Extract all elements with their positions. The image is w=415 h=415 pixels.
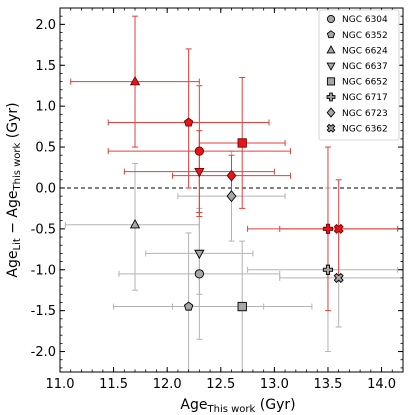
this-work-marker-ngc-6637 (194, 249, 205, 260)
this-work-point-ngc-6717 (247, 187, 399, 353)
legend-label: NGC 6717 (342, 93, 388, 103)
legend-marker (326, 77, 336, 86)
legend-label: NGC 6723 (342, 109, 388, 119)
x-tick-label: 12.0 (153, 377, 182, 392)
y-tick-label: 0.0 (35, 181, 56, 196)
legend-marker (326, 14, 336, 24)
legend-marker (326, 107, 336, 118)
legend-item: NGC 6723 (326, 107, 388, 119)
legend-item: NGC 6362 (326, 123, 388, 134)
y-tick-label: 1.0 (35, 100, 56, 115)
literature-marker-ngc-6637 (194, 167, 205, 178)
legend-label: NGC 6624 (342, 46, 388, 56)
legend-label: NGC 6637 (342, 62, 388, 72)
literature-marker-ngc-6352 (183, 117, 194, 127)
this-work-marker-ngc-6723 (226, 190, 237, 203)
x-axis-label: AgeThis work (Gyr) (180, 397, 295, 415)
legend-item: NGC 6717 (326, 92, 388, 103)
this-work-marker-ngc-6304 (194, 269, 204, 279)
y-tick-label: -1.5 (31, 304, 56, 319)
literature-marker-ngc-6652 (237, 138, 247, 148)
markers (129, 75, 344, 312)
y-tick-label: 1.5 (35, 59, 56, 74)
x-tick-label: 11.5 (99, 377, 128, 392)
legend-label: NGC 6362 (342, 124, 388, 134)
y-axis-label: AgeLit − AgeThis work (Gyr) (5, 102, 23, 277)
this-work-marker-ngc-6624 (129, 219, 141, 229)
literature-marker-ngc-6624 (129, 75, 141, 86)
ticks: 11.0 11.5 12.0 12.5 13.0 13.5 14.0 -2.0 -1.5 -1.0… (31, 7, 404, 392)
this-work-marker-ngc-6352 (183, 301, 194, 311)
legend-item: NGC 6352 (326, 30, 388, 41)
legend-marker (326, 62, 336, 71)
legend-marker (326, 30, 336, 39)
x-tick-label: 13.0 (260, 377, 289, 392)
legend: NGC 6304 NGC 6352 NGC 6624 NGC 6637 NGC 6652… (318, 9, 400, 141)
x-tick-label: 12.5 (206, 377, 235, 392)
legend-marker (326, 92, 336, 102)
literature-marker-ngc-6723 (226, 169, 237, 182)
x-tick-label: 13.5 (313, 377, 342, 392)
legend-item: NGC 6652 (326, 77, 388, 88)
y-tick-label: -1.0 (31, 263, 56, 278)
this-work-marker-ngc-6717 (322, 264, 334, 275)
y-tick-label: -0.5 (31, 222, 56, 237)
legend-marker (326, 45, 336, 54)
this-work-marker-ngc-6362 (333, 272, 344, 283)
legend-label: NGC 6304 (342, 15, 388, 25)
legend-label: NGC 6352 (342, 31, 388, 41)
legend-label: NGC 6652 (342, 78, 388, 88)
legend-marker (326, 123, 336, 133)
literature-marker-ngc-6304 (194, 146, 204, 156)
x-tick-label: 14.0 (367, 377, 396, 392)
legend-box (318, 9, 400, 141)
legend-item: NGC 6624 (326, 45, 388, 56)
y-tick-label: 0.5 (35, 141, 56, 156)
literature-marker-ngc-6362 (333, 223, 344, 234)
x-tick-label: 11.0 (46, 377, 75, 392)
legend-item: NGC 6637 (326, 62, 388, 72)
y-tick-label: -2.0 (31, 345, 56, 360)
literature-marker-ngc-6717 (322, 223, 334, 234)
this-work-marker-ngc-6652 (237, 301, 247, 312)
legend-item: NGC 6304 (326, 14, 388, 25)
y-tick-label: 2.0 (35, 18, 56, 33)
